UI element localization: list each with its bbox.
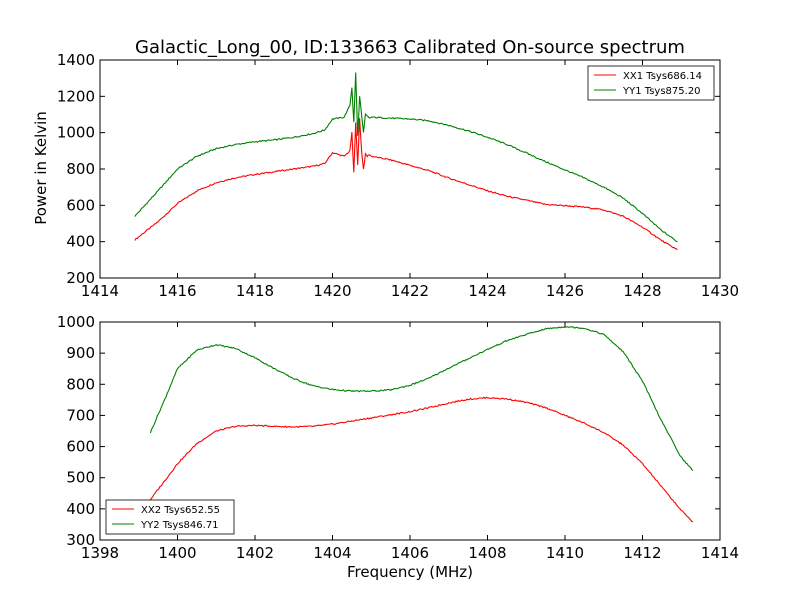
- x-tick-label: 1430: [701, 282, 739, 300]
- y-tick-label: 300: [66, 531, 95, 549]
- series-line-0: [134, 118, 678, 251]
- x-tick-label: 1412: [623, 544, 661, 562]
- legend-label: YY2 Tsys846.71: [140, 520, 219, 531]
- legend-label: XX1 Tsys686.14: [623, 71, 702, 82]
- y-tick-label: 1400: [57, 51, 95, 69]
- y-tick-label: 400: [66, 500, 95, 518]
- y-tick-label: 800: [66, 160, 95, 178]
- series-layer: [149, 326, 694, 523]
- legend-label: XX2 Tsys652.55: [141, 505, 220, 516]
- y-tick-label: 500: [66, 469, 95, 487]
- x-tick-label: 1426: [546, 282, 584, 300]
- legend: XX1 Tsys686.14 YY1 Tsys875.20: [587, 65, 715, 101]
- legend-label: YY1 Tsys875.20: [622, 86, 701, 97]
- y-tick-label: 700: [66, 406, 95, 424]
- x-tick-label: 1424: [468, 282, 506, 300]
- x-tick-label: 1428: [623, 282, 661, 300]
- y-tick-label: 900: [66, 344, 95, 362]
- legend-box: [105, 499, 235, 535]
- x-tick-label: 1416: [158, 282, 196, 300]
- y-tick-label: 1000: [57, 124, 95, 142]
- y-tick-label: 600: [66, 438, 95, 456]
- x-tick-label: 1422: [391, 282, 429, 300]
- x-axis-label: Frequency (MHz): [347, 563, 473, 581]
- x-tick-label: 1402: [236, 544, 274, 562]
- x-tick-label: 1406: [391, 544, 429, 562]
- bottom-chart: Frequency (MHz) 1398 1400 1402 1404 1406 1408…: [57, 313, 739, 581]
- x-tick-label: 1408: [468, 544, 506, 562]
- series-line-1: [134, 72, 678, 243]
- plot-frame: [99, 321, 721, 541]
- x-tick-label: 1398: [81, 544, 119, 562]
- x-tick-label: 1420: [313, 282, 351, 300]
- legend-box: [587, 65, 715, 101]
- x-tick-label: 1400: [158, 544, 196, 562]
- series-line-1: [149, 326, 694, 472]
- y-tick-label: 1000: [57, 313, 95, 331]
- top-chart: Galactic_Long_00, ID:133663 Calibrated O…: [32, 37, 739, 300]
- x-tick-label: 1404: [313, 544, 351, 562]
- series-line-0: [149, 396, 694, 523]
- y-tick-label: 800: [66, 375, 95, 393]
- x-tick-label: 1410: [546, 544, 584, 562]
- y-tick-label: 400: [66, 233, 95, 251]
- x-tick-label: 1414: [81, 282, 119, 300]
- chart-title: Galactic_Long_00, ID:133663 Calibrated O…: [135, 37, 685, 58]
- legend: XX2 Tsys652.55 YY2 Tsys846.71: [105, 499, 235, 535]
- x-tick-label: 1418: [236, 282, 274, 300]
- series-layer: [134, 72, 678, 251]
- y-tick-label: 200: [66, 269, 95, 287]
- x-tick-label: 1414: [701, 544, 739, 562]
- y-tick-label: 600: [66, 196, 95, 214]
- y-axis-label: Power in Kelvin: [32, 111, 50, 225]
- y-tick-label: 1200: [57, 87, 95, 105]
- ticks-layer: 1414 1416 1418 1420 1422 1424 1426 1428 1430 200 4…: [57, 51, 739, 300]
- plot-frame: [99, 59, 721, 279]
